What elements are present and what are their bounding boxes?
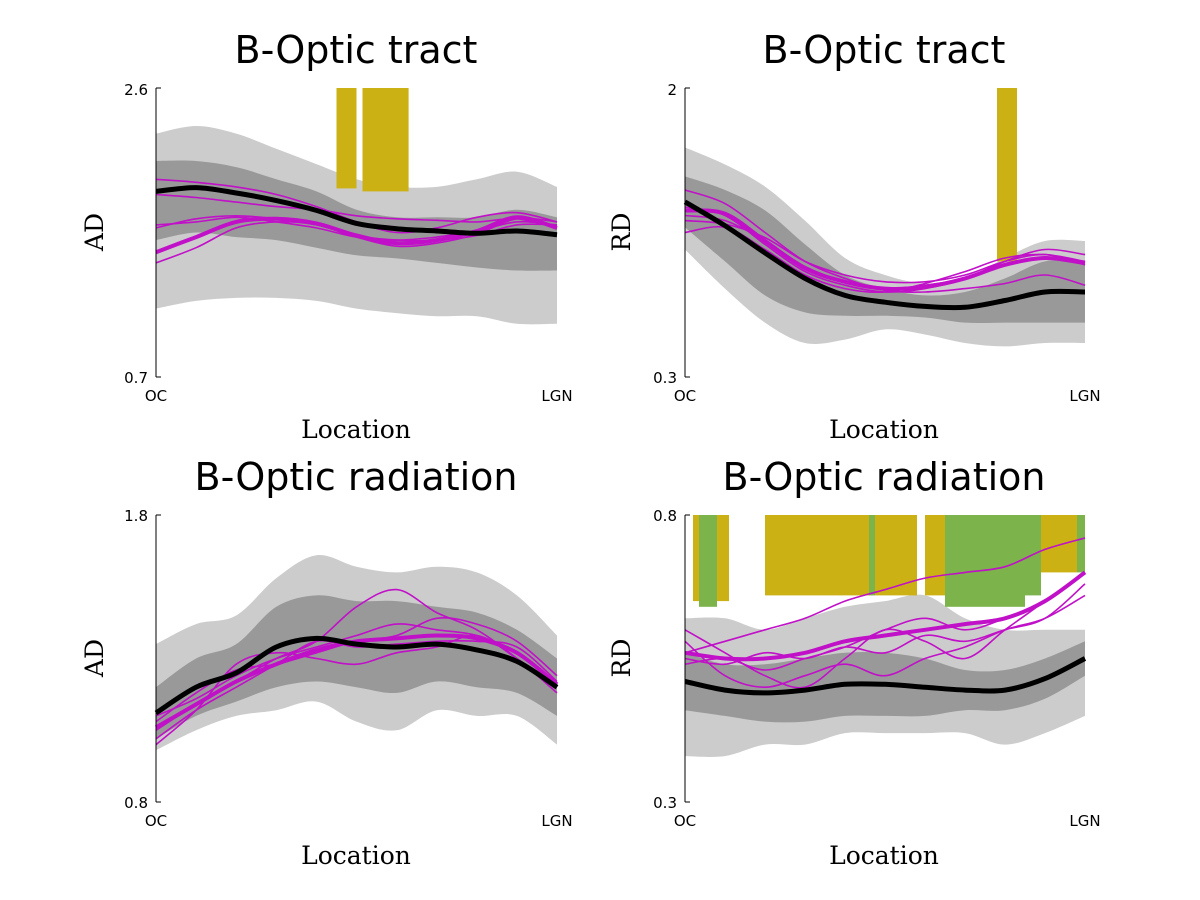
significance-block-3 (869, 515, 875, 596)
significance-block-6 (945, 515, 1025, 607)
y-tick-top: 0.8 (653, 507, 677, 525)
mean-line (683, 199, 1086, 311)
y-tick-bottom: 0.3 (653, 369, 677, 387)
x-axis-label: Location (301, 841, 411, 870)
significance-block-1 (699, 515, 717, 607)
mean-line (684, 656, 1087, 696)
x-axis-label: Location (829, 841, 939, 870)
y-axis-label: AD (80, 639, 109, 678)
plot-area (683, 87, 1086, 378)
subject-line-5 (155, 215, 558, 255)
mean-line (154, 635, 559, 716)
y-tick-bottom: 0.7 (124, 369, 148, 387)
x-tick-end: LGN (541, 812, 572, 830)
plot-area (155, 87, 558, 378)
chart-title: B-Optic radiation (723, 455, 1046, 499)
chart-title: B-Optic tract (763, 28, 1006, 72)
chart-title: B-Optic tract (235, 28, 478, 72)
x-tick-end: LGN (541, 387, 572, 405)
panel-rd-optic-radiation: B-Optic radiation 0.8 0.3 OC LGN Locatio… (607, 455, 1101, 870)
subject-line-5 (155, 633, 559, 730)
subject-line-0 (155, 193, 558, 229)
x-tick-start: OC (145, 812, 167, 830)
significance-block-2 (765, 515, 873, 596)
y-axis-label: RD (607, 639, 636, 678)
y-axis-label: RD (607, 213, 636, 252)
x-tick-end: LGN (1069, 387, 1100, 405)
x-tick-end: LGN (1069, 812, 1100, 830)
subject-line-4 (684, 571, 1086, 689)
y-axis-label: AD (80, 213, 109, 252)
mean-line (155, 185, 558, 238)
significance-block-9 (1077, 515, 1085, 573)
plot-area (684, 514, 1087, 803)
x-tick-start: OC (674, 387, 696, 405)
x-axis-label: Location (301, 415, 411, 444)
y-tick-bottom: 0.3 (653, 794, 677, 812)
panel-rd-optic-tract: B-Optic tract 2 0.3 OC LGN Location RD (607, 28, 1101, 444)
panel-ad-optic-tract: B-Optic tract 2.6 0.7 OC LGN Location AD (80, 28, 573, 444)
significance-block-1 (362, 88, 409, 192)
significance-block-8 (1041, 515, 1077, 573)
subject-line-3 (684, 594, 1086, 688)
subject-line-1 (684, 537, 1086, 654)
x-axis-label: Location (829, 415, 939, 444)
significance-block-0 (997, 88, 1017, 262)
x-tick-start: OC (674, 812, 696, 830)
y-tick-top: 1.8 (124, 507, 148, 525)
x-tick-start: OC (145, 387, 167, 405)
y-tick-bottom: 0.8 (124, 794, 148, 812)
significance-block-4 (875, 515, 917, 596)
chart-title: B-Optic radiation (195, 455, 518, 499)
plot-area (154, 514, 559, 803)
subject-line-5 (684, 570, 1087, 662)
y-tick-top: 2 (667, 81, 677, 99)
y-tick-top: 2.6 (124, 81, 148, 99)
significance-block-0 (336, 88, 357, 189)
subject-line-5 (684, 208, 1086, 291)
panel-ad-optic-radiation: B-Optic radiation 1.8 0.8 OC LGN Locatio… (80, 455, 573, 870)
